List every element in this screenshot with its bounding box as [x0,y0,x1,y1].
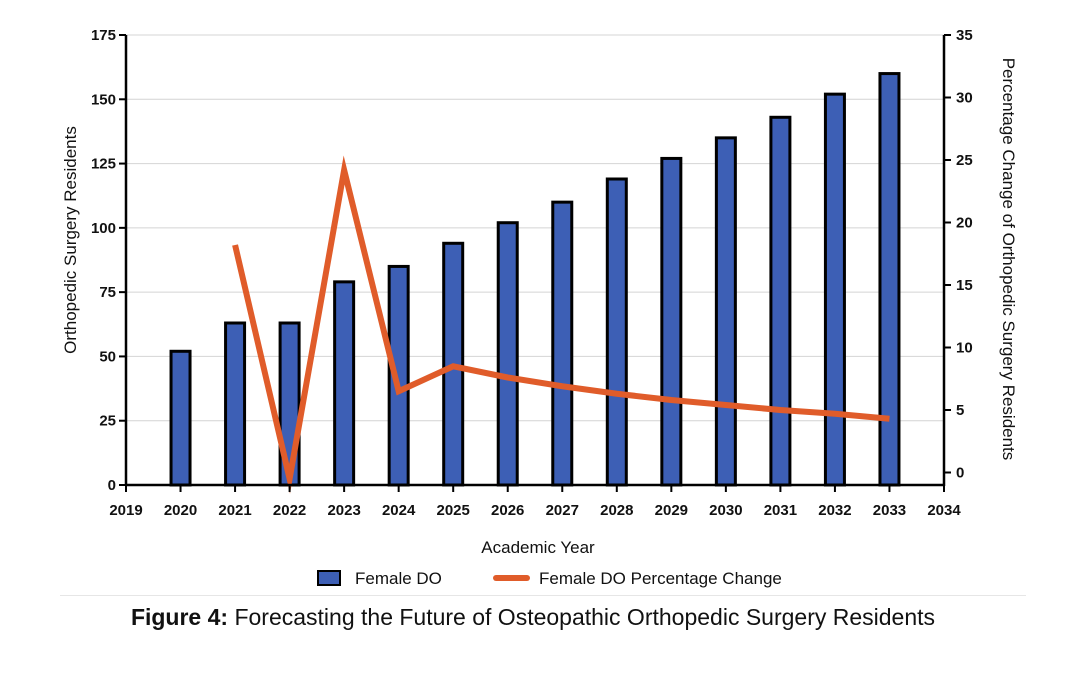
left-tick-label: 125 [91,156,116,173]
x-tick-label: 2029 [655,502,688,519]
right-tick-label: 20 [956,215,973,232]
x-tick-label: 2030 [709,502,742,519]
x-tick-label: 2032 [818,502,851,519]
right-tick-label: 5 [956,402,964,419]
x-tick-label: 2034 [927,502,961,519]
left-tick-label: 0 [108,477,116,494]
x-tick-label: 2019 [109,502,142,519]
caption-divider [60,595,1026,596]
x-tick-label: 2021 [218,502,251,519]
right-axis-title: Percentage Change of Orthopedic Surgery … [999,58,1018,461]
bar-series [169,72,901,487]
bar-female-do [823,92,846,487]
left-tick-label: 50 [99,348,116,365]
right-tick-label: 15 [956,277,973,294]
x-tick-label: 2023 [327,502,360,519]
line-series [232,155,890,494]
right-tick-label: 35 [956,27,973,44]
bar-female-do [605,177,628,487]
legend-label-percentage-change: Female DO Percentage Change [539,569,782,588]
x-tick-label: 2025 [437,502,470,519]
bar-female-do [169,349,192,487]
x-tick-label: 2031 [764,502,797,519]
legend-swatch-female-do [317,570,341,586]
right-tick-label: 0 [956,465,964,482]
line-female-do-percentage-change [232,155,890,494]
x-axis-title: Academic Year [481,538,595,557]
bar-female-do [714,136,737,487]
left-axis-title: Orthopedic Surgery Residents [61,126,80,354]
right-tick-label: 30 [956,90,973,107]
bar-female-do [878,72,901,487]
x-tick-label: 2022 [273,502,306,519]
left-tick-label: 150 [91,91,116,108]
x-tick-label: 2033 [873,502,906,519]
gridlines [126,34,944,422]
x-tick-label: 2028 [600,502,633,519]
x-tick-label: 2027 [546,502,579,519]
bar-female-do [551,200,574,487]
bar-female-do [769,115,792,487]
left-tick-label: 175 [91,27,116,44]
bar-female-do [496,221,519,487]
caption-text: Forecasting the Future of Osteopathic Or… [228,604,936,630]
legend-label-female-do: Female DO [355,569,442,588]
left-tick-label: 100 [91,220,116,237]
right-tick-label: 25 [956,152,973,169]
axes [119,34,951,492]
x-tick-label: 2026 [491,502,524,519]
legend: Female DO Female DO Percentage Change [317,569,782,588]
bar-female-do [660,156,683,487]
x-tick-label: 2020 [164,502,197,519]
caption-label: Figure 4: [130,604,229,630]
left-tick-label: 75 [99,284,116,301]
figure-caption: Figure 4: Forecasting the Future of Oste… [0,604,1066,631]
x-tick-label: 2024 [382,502,416,519]
bar-female-do [224,321,247,487]
right-tick-label: 10 [956,340,973,357]
bar-female-do [333,280,356,487]
left-tick-label: 25 [99,413,116,430]
